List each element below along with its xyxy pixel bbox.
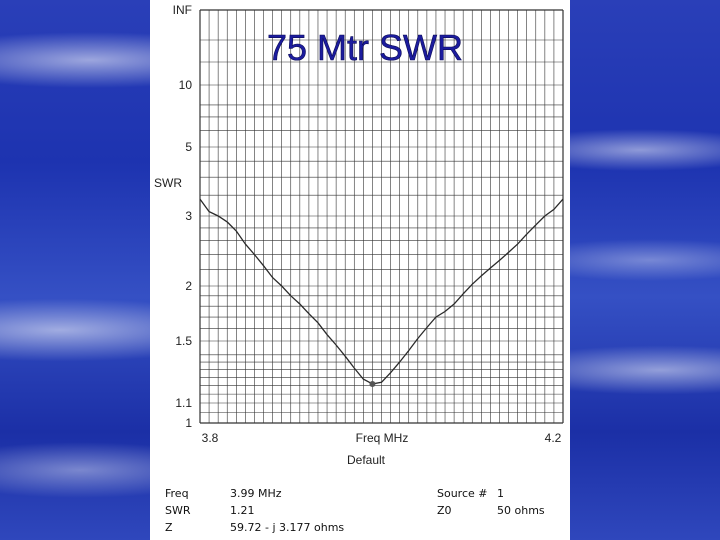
source-label: Source # bbox=[437, 487, 488, 500]
swr-marker-point bbox=[369, 380, 376, 387]
y-tick-label: 3 bbox=[185, 209, 192, 223]
y-tick-label: 10 bbox=[179, 78, 193, 92]
swr-label: SWR bbox=[165, 504, 191, 517]
chart-panel: INF 10 5 3 2 1.5 1.1 1 75 Mtr SWR SWR 3.8 Freq … bbox=[150, 0, 570, 540]
y-tick-label: 1.1 bbox=[175, 396, 192, 410]
freq-value: 3.99 MHz bbox=[230, 487, 282, 500]
x-tick-label-end: 4.2 bbox=[545, 431, 562, 445]
freq-label: Freq bbox=[165, 487, 189, 500]
y-tick-label: INF bbox=[173, 3, 192, 17]
swr-curve-line bbox=[199, 198, 564, 385]
chart-title: 75 Mtr SWR bbox=[267, 27, 463, 68]
z0-value: 50 ohms bbox=[497, 504, 545, 517]
y-axis-label: SWR bbox=[154, 176, 182, 190]
x-tick-label-start: 3.8 bbox=[202, 431, 219, 445]
y-tick-label: 1.5 bbox=[175, 334, 192, 348]
impedance-value: 59.72 - j 3.177 ohms bbox=[230, 521, 344, 534]
z0-label: Z0 bbox=[437, 504, 452, 517]
y-tick-label: 5 bbox=[185, 140, 192, 154]
y-tick-label: 1 bbox=[185, 416, 192, 430]
y-tick-labels: INF 10 5 3 2 1.5 1.1 1 bbox=[173, 3, 193, 430]
impedance-label: Z bbox=[165, 521, 173, 534]
scale-label: Default bbox=[347, 453, 386, 467]
x-axis-label: Freq MHz bbox=[356, 431, 409, 445]
source-value: 1 bbox=[497, 487, 504, 500]
y-tick-label: 2 bbox=[185, 279, 192, 293]
swr-value: 1.21 bbox=[230, 504, 255, 517]
swr-chart: INF 10 5 3 2 1.5 1.1 1 75 Mtr SWR SWR 3.8 Freq … bbox=[154, 3, 564, 534]
chart-grid bbox=[199, 9, 564, 424]
